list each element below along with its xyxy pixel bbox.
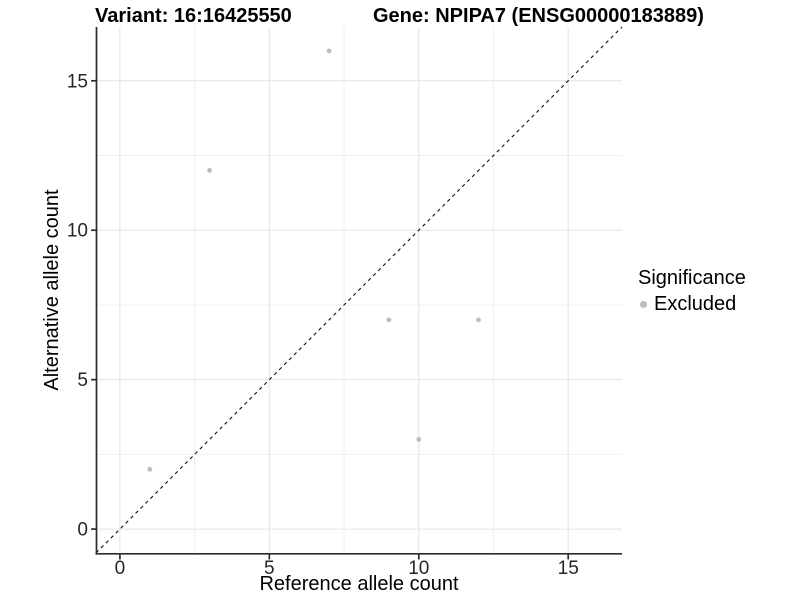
- data-point: [147, 466, 153, 472]
- data-point: [476, 317, 481, 323]
- data-point: [416, 437, 422, 442]
- x-tick-label: 5: [264, 558, 275, 579]
- data-point: [326, 48, 332, 54]
- legend-title: Significance: [638, 267, 746, 289]
- x-axis-title: Reference allele count: [259, 573, 459, 595]
- legend-item-excluded: Excluded: [638, 292, 746, 316]
- data-point: [386, 317, 392, 323]
- legend-point-icon: [640, 300, 647, 308]
- legend-item-label: Excluded: [654, 293, 737, 315]
- y-tick-label: 10: [67, 221, 88, 242]
- y-tick-label: 5: [77, 370, 88, 391]
- x-tick-label: 15: [558, 558, 579, 579]
- y-tick-label: 15: [67, 71, 88, 92]
- y-axis-title: Alternative allele count: [41, 189, 63, 391]
- legend: Significance Excluded: [638, 266, 746, 316]
- y-tick-label: 0: [77, 520, 88, 541]
- plot-title-gene: Gene: NPIPA7 (ENSG00000183889): [373, 5, 704, 27]
- identity-line: [95, 26, 623, 554]
- x-tick-label: 10: [408, 558, 429, 579]
- data-point: [207, 168, 212, 173]
- x-tick-label: 0: [115, 558, 126, 579]
- plot-title-variant: Variant: 16:16425550: [95, 5, 292, 27]
